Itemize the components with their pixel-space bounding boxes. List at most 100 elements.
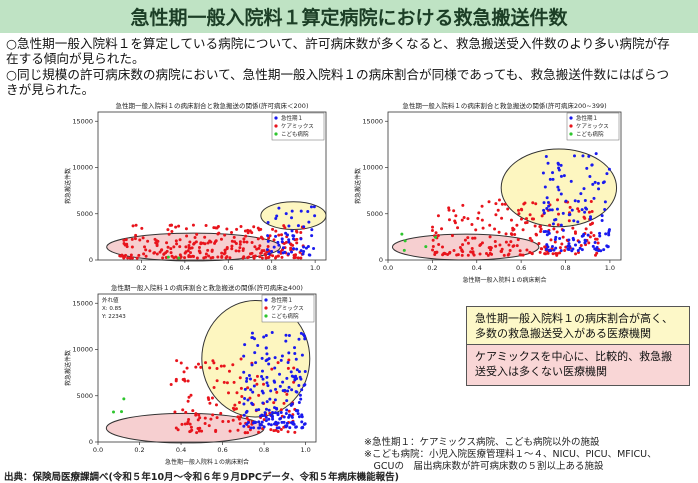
data-point — [237, 249, 241, 253]
data-point — [130, 237, 134, 241]
data-point — [480, 241, 484, 245]
data-point — [265, 400, 269, 404]
data-point — [199, 365, 203, 369]
data-point — [174, 379, 178, 383]
chart-svg: 急性期一般入院料１の病床割合と救急搬送の関係(許可病床≧400) 0.0 0.2 0.… — [64, 283, 317, 466]
data-point — [263, 413, 267, 417]
data-point — [251, 390, 255, 394]
data-point — [180, 422, 184, 426]
data-point — [290, 229, 294, 233]
data-point — [243, 343, 247, 347]
data-point — [223, 233, 227, 237]
data-point — [230, 230, 234, 234]
data-point — [275, 214, 279, 218]
x-tick-label: 0.0 — [93, 446, 103, 454]
data-point — [155, 252, 159, 256]
data-point — [287, 358, 291, 362]
data-point — [169, 251, 173, 255]
scatter-chart-200-399: 急性期一般入院料１の病床割合と救急搬送の関係(許可病床200~399) 0.0 0.… — [350, 100, 635, 285]
y-tick-label: 5000 — [76, 210, 93, 218]
data-point — [466, 253, 470, 257]
data-point — [556, 223, 560, 227]
data-point — [258, 255, 262, 259]
data-point — [276, 254, 280, 258]
data-point — [259, 251, 263, 255]
data-point — [124, 238, 128, 242]
data-point — [559, 223, 563, 227]
outlier-annotation: X: 0.85 — [102, 306, 122, 312]
data-point — [207, 424, 211, 428]
data-point — [546, 200, 550, 204]
data-point — [260, 356, 264, 360]
outlier-annotation: 外れ値 — [102, 296, 119, 304]
x-tick-label: 0.2 — [427, 264, 437, 272]
data-point — [274, 217, 278, 221]
data-point — [148, 249, 152, 253]
y-tick-label: 0 — [89, 256, 93, 264]
data-point — [494, 202, 498, 206]
data-point — [601, 181, 605, 185]
data-point — [500, 202, 504, 206]
data-point — [600, 219, 604, 223]
data-point — [276, 361, 280, 365]
x-axis-label: 急性期一般入院料１の病床割合 — [462, 276, 546, 284]
data-point — [307, 253, 311, 257]
data-point — [598, 234, 602, 238]
data-point — [503, 202, 507, 206]
data-point — [290, 415, 294, 419]
data-point — [284, 411, 288, 415]
data-point — [248, 377, 252, 381]
data-point — [219, 237, 223, 241]
data-point — [583, 198, 587, 202]
data-point — [478, 244, 482, 248]
data-point — [264, 407, 268, 411]
data-point — [594, 248, 598, 252]
data-point — [470, 247, 474, 251]
data-point — [540, 247, 544, 251]
data-point — [589, 217, 593, 221]
y-tick-label: 10000 — [72, 164, 93, 172]
data-point — [287, 224, 291, 228]
data-point — [506, 253, 510, 257]
data-point — [310, 234, 314, 238]
data-point — [430, 229, 434, 233]
data-point — [473, 236, 477, 240]
data-point — [573, 230, 577, 234]
data-point — [500, 247, 504, 251]
data-point — [528, 213, 532, 217]
data-point — [203, 416, 207, 420]
legend-marker — [264, 306, 268, 310]
data-point — [531, 201, 535, 205]
data-point — [506, 207, 510, 211]
data-point — [269, 389, 273, 393]
data-point — [231, 363, 235, 367]
data-point — [256, 343, 260, 347]
source-citation: 出典：保険局医療課調べ(令和５年10月～令和６年９月DPCデータ、令和５年病床機… — [4, 472, 399, 483]
x-tick-label: 0.8 — [267, 264, 277, 272]
data-point — [578, 246, 582, 250]
y-tick-label: 10000 — [362, 164, 383, 172]
data-point — [288, 426, 292, 430]
data-point — [262, 335, 266, 339]
data-point — [186, 399, 190, 403]
data-point — [294, 425, 298, 429]
data-point — [497, 230, 501, 234]
data-point — [300, 388, 304, 392]
data-point — [558, 251, 562, 255]
data-point — [568, 205, 572, 209]
data-point — [509, 218, 513, 222]
data-point — [226, 419, 230, 423]
data-point — [211, 413, 215, 417]
x-tick-label: 0.8 — [259, 446, 269, 454]
data-point — [297, 383, 301, 387]
data-point — [216, 255, 220, 259]
data-point — [582, 187, 586, 191]
data-point — [596, 181, 600, 185]
data-point — [255, 247, 259, 251]
legend-label: 急性期１ — [281, 114, 303, 122]
data-point — [160, 248, 164, 252]
data-point — [260, 369, 264, 373]
data-point — [577, 209, 581, 213]
pink-highlight-ellipse — [106, 232, 281, 262]
yellow-legend-box: 急性期一般入院料１の病床割合が高く、多数の救急搬送受入がある医療機関 — [466, 306, 690, 348]
